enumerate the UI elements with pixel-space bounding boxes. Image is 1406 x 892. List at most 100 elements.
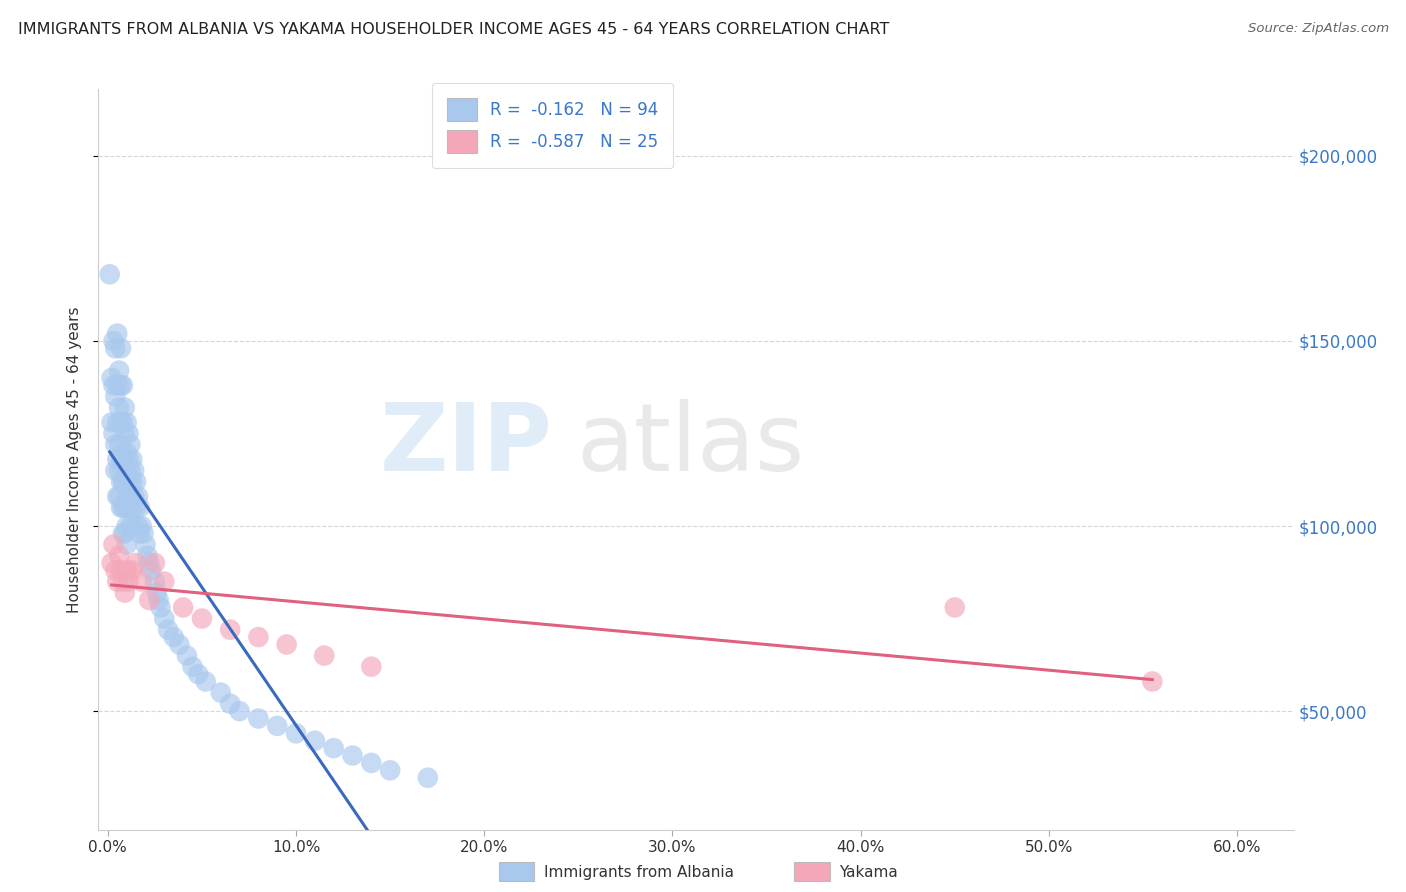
Point bbox=[104, 341, 127, 355]
Point bbox=[322, 741, 344, 756]
Point bbox=[360, 659, 382, 673]
Point bbox=[104, 463, 127, 477]
Point bbox=[103, 378, 125, 392]
Point bbox=[228, 704, 250, 718]
Point bbox=[943, 600, 966, 615]
Point bbox=[276, 637, 298, 651]
Point bbox=[125, 475, 148, 489]
Point bbox=[125, 556, 148, 570]
Point bbox=[105, 415, 128, 429]
Point bbox=[110, 500, 132, 515]
Point bbox=[360, 756, 382, 770]
Point bbox=[138, 556, 160, 570]
Point bbox=[115, 537, 138, 551]
Point bbox=[110, 378, 132, 392]
Point bbox=[110, 452, 132, 467]
Point bbox=[122, 519, 145, 533]
Point bbox=[117, 574, 139, 589]
Point bbox=[110, 564, 132, 578]
Text: IMMIGRANTS FROM ALBANIA VS YAKAMA HOUSEHOLDER INCOME AGES 45 - 64 YEARS CORRELAT: IMMIGRANTS FROM ALBANIA VS YAKAMA HOUSEH… bbox=[18, 22, 890, 37]
Point bbox=[105, 326, 128, 341]
Point bbox=[127, 519, 149, 533]
Point bbox=[100, 415, 122, 429]
Point bbox=[111, 445, 134, 459]
Point bbox=[114, 500, 136, 515]
Point bbox=[110, 341, 132, 355]
Point bbox=[100, 556, 122, 570]
Point bbox=[219, 697, 242, 711]
Point bbox=[105, 574, 128, 589]
Point bbox=[1142, 674, 1164, 689]
Point bbox=[114, 526, 136, 541]
Point bbox=[153, 574, 176, 589]
Point bbox=[104, 564, 127, 578]
Point bbox=[138, 593, 160, 607]
Point bbox=[100, 371, 122, 385]
Point bbox=[108, 463, 131, 477]
Point bbox=[187, 667, 209, 681]
Point bbox=[105, 489, 128, 503]
Point bbox=[131, 574, 153, 589]
Point bbox=[209, 685, 232, 699]
Point bbox=[115, 564, 138, 578]
Point bbox=[120, 437, 142, 451]
Point bbox=[163, 630, 186, 644]
Point bbox=[111, 475, 134, 489]
Point bbox=[108, 401, 131, 415]
Point bbox=[114, 475, 136, 489]
Point bbox=[115, 519, 138, 533]
Point bbox=[136, 549, 159, 563]
Point bbox=[111, 500, 134, 515]
Point bbox=[103, 334, 125, 348]
Point bbox=[110, 475, 132, 489]
Y-axis label: Householder Income Ages 45 - 64 years: Householder Income Ages 45 - 64 years bbox=[67, 306, 83, 613]
Point bbox=[145, 585, 167, 599]
Point bbox=[378, 764, 401, 778]
Point bbox=[121, 500, 143, 515]
Point bbox=[111, 378, 134, 392]
Point bbox=[122, 463, 145, 477]
Point bbox=[114, 452, 136, 467]
Point bbox=[120, 519, 142, 533]
Point bbox=[153, 611, 176, 625]
Point bbox=[111, 526, 134, 541]
Point bbox=[121, 564, 143, 578]
Text: Source: ZipAtlas.com: Source: ZipAtlas.com bbox=[1249, 22, 1389, 36]
Point bbox=[181, 659, 204, 673]
Point bbox=[114, 585, 136, 599]
Text: Immigrants from Albania: Immigrants from Albania bbox=[544, 865, 734, 880]
Point bbox=[105, 378, 128, 392]
Point bbox=[117, 452, 139, 467]
Point bbox=[115, 445, 138, 459]
Point bbox=[105, 452, 128, 467]
Point bbox=[247, 630, 270, 644]
Point bbox=[114, 401, 136, 415]
Point bbox=[219, 623, 242, 637]
Text: atlas: atlas bbox=[576, 399, 804, 491]
Point bbox=[285, 726, 308, 740]
Point bbox=[149, 600, 172, 615]
Point bbox=[114, 426, 136, 441]
Point bbox=[103, 426, 125, 441]
Point bbox=[157, 623, 180, 637]
Text: Yakama: Yakama bbox=[839, 865, 898, 880]
Point bbox=[103, 537, 125, 551]
Point bbox=[115, 489, 138, 503]
Point bbox=[247, 712, 270, 726]
Point bbox=[108, 489, 131, 503]
Point bbox=[108, 363, 131, 377]
Point bbox=[108, 549, 131, 563]
Point bbox=[111, 415, 134, 429]
Point bbox=[143, 556, 166, 570]
Point bbox=[117, 500, 139, 515]
Point bbox=[117, 426, 139, 441]
Point bbox=[148, 593, 170, 607]
Point bbox=[115, 415, 138, 429]
Point bbox=[117, 475, 139, 489]
Point bbox=[111, 574, 134, 589]
Point bbox=[342, 748, 364, 763]
Point bbox=[121, 475, 143, 489]
Point bbox=[108, 437, 131, 451]
Legend: R =  -0.162   N = 94, R =  -0.587   N = 25: R = -0.162 N = 94, R = -0.587 N = 25 bbox=[432, 83, 673, 169]
Point bbox=[416, 771, 439, 785]
